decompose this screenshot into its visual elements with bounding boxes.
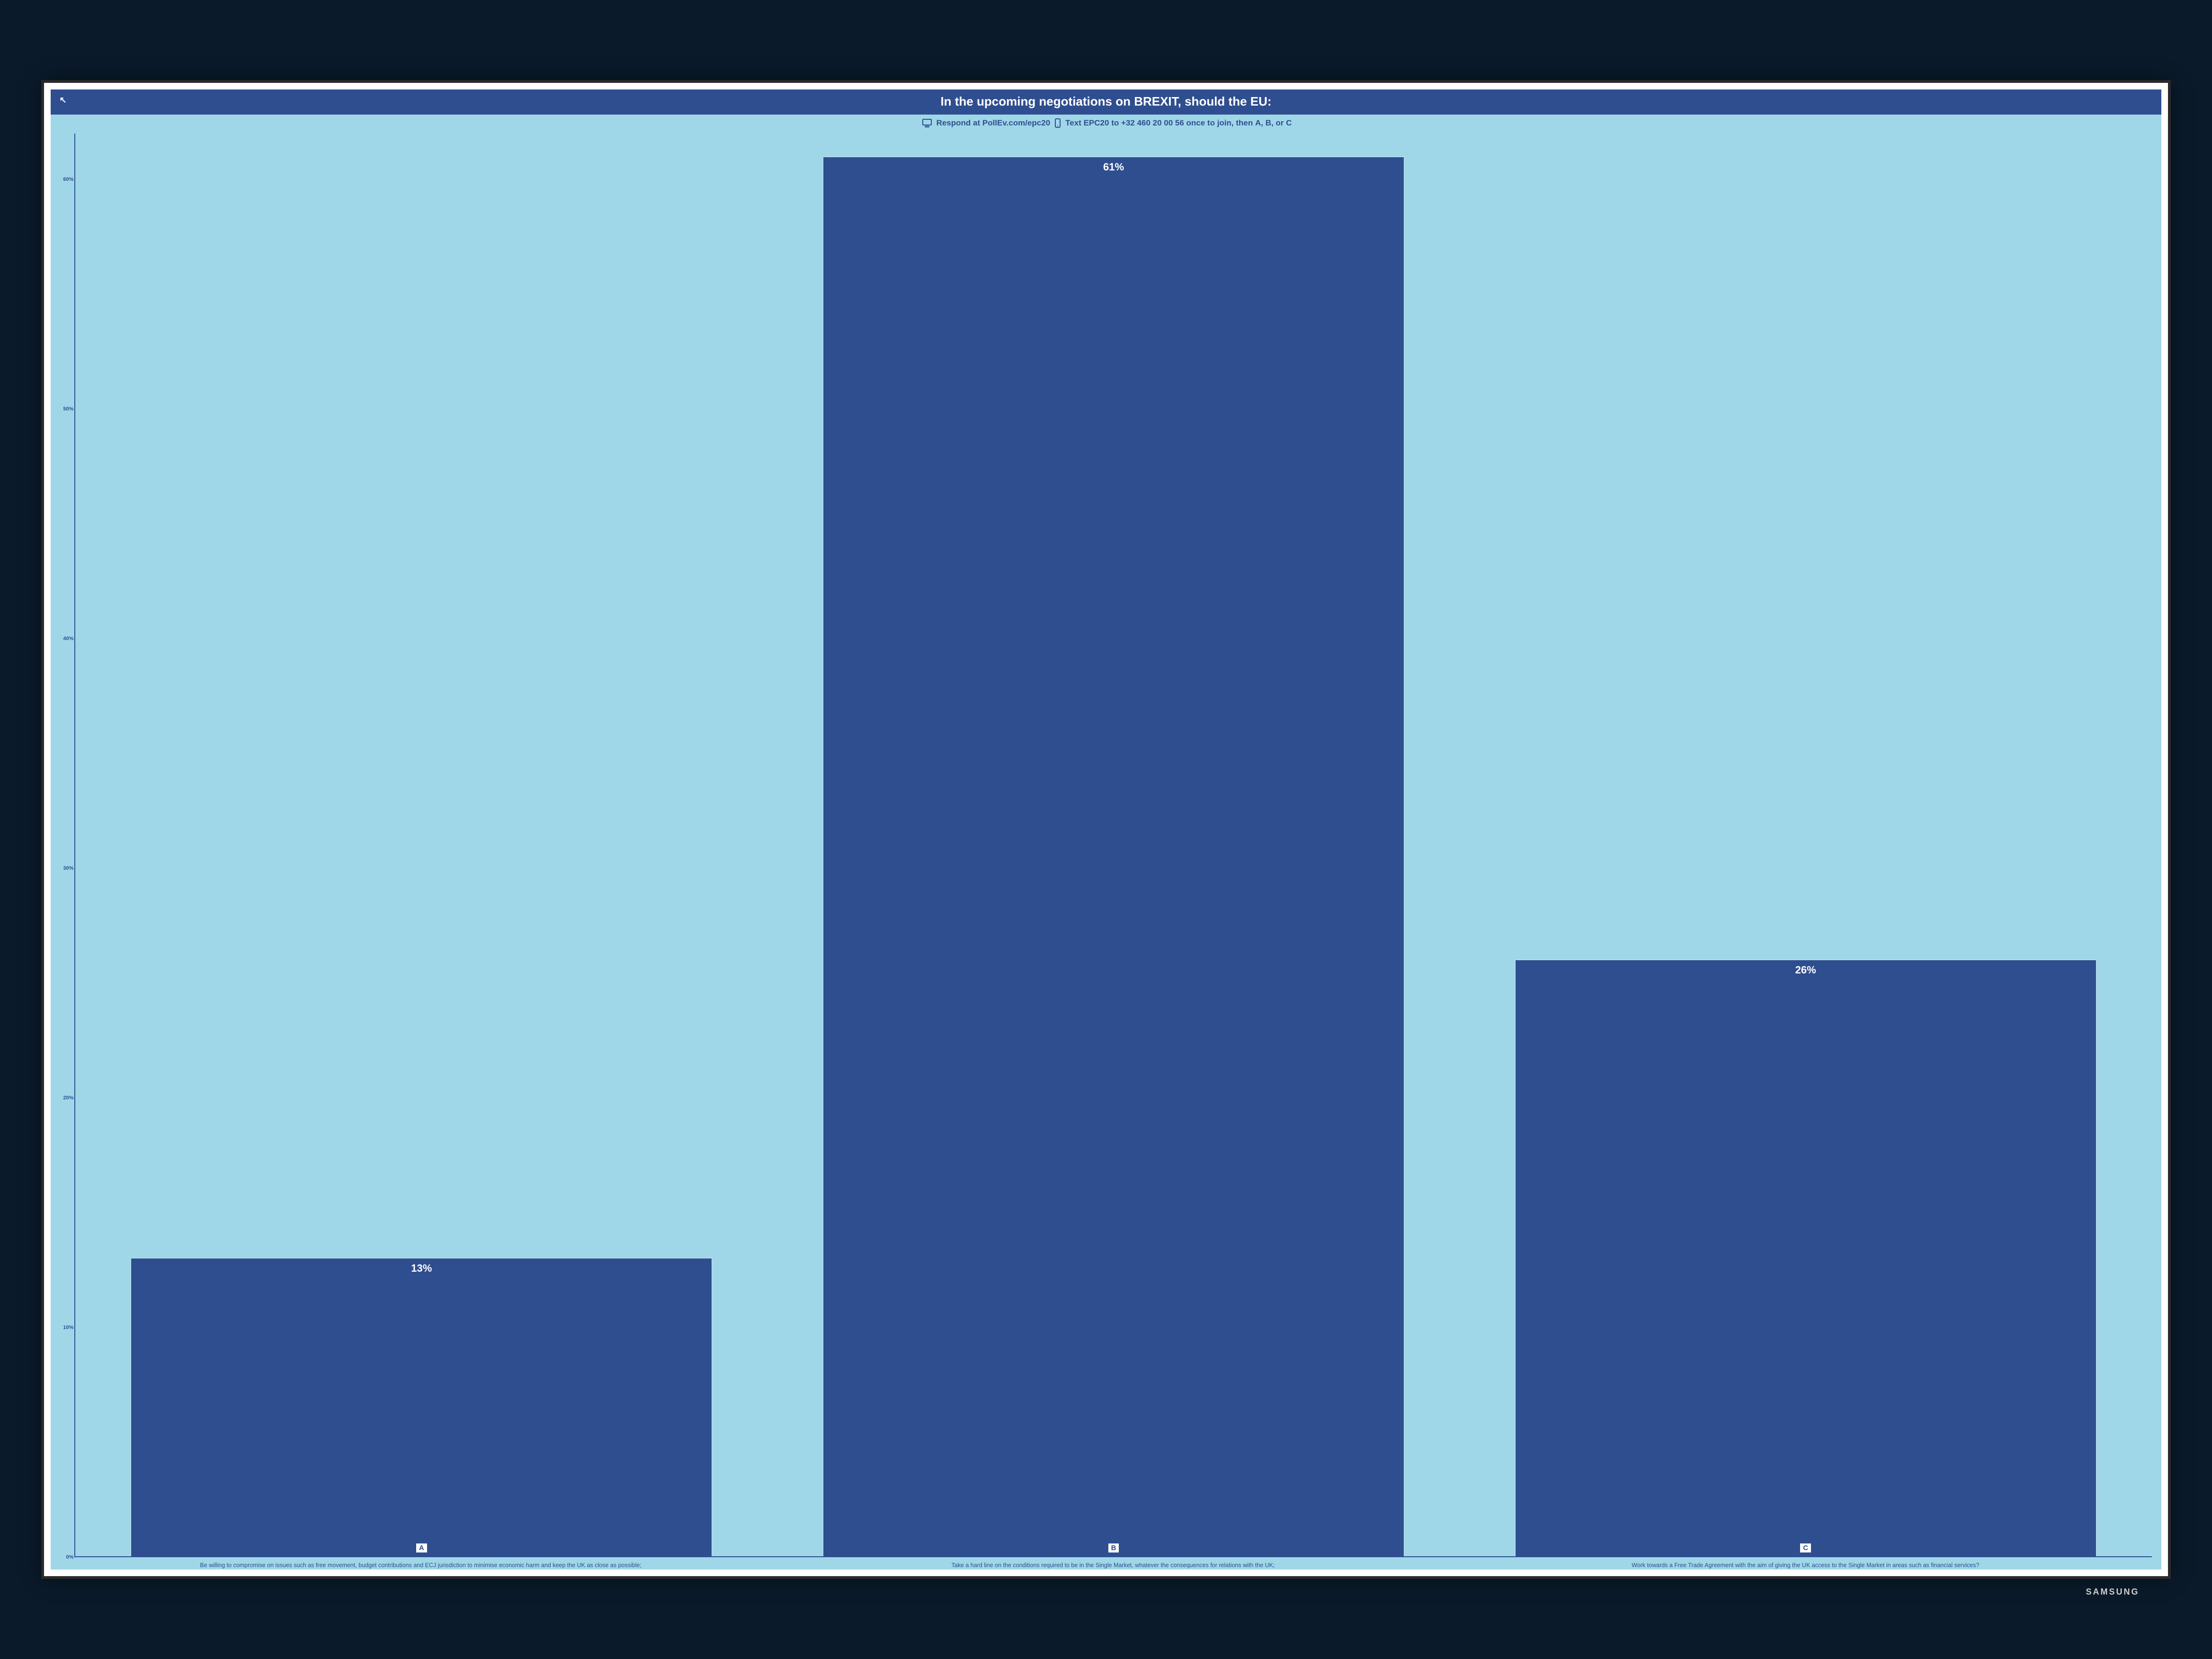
x-axis-label: Work towards a Free Trade Agreement with…: [1515, 1562, 2096, 1570]
poll-slide: ↖ In the upcoming negotiations on BREXIT…: [51, 89, 2161, 1570]
chart-bar: 13% A: [131, 1258, 712, 1556]
monitor-icon: [922, 119, 932, 127]
text-suffix-bold: A, B, or C: [1255, 118, 1292, 127]
respond-prefix: Respond at: [937, 118, 982, 127]
respond-url: PollEv.com/epc20: [982, 118, 1050, 127]
respond-text: Respond at PollEv.com/epc20: [937, 118, 1051, 128]
y-tick: 0%: [66, 1554, 74, 1560]
bar-letter-badge: B: [1108, 1543, 1119, 1552]
text-mid: to: [1109, 118, 1121, 127]
y-tick: 40%: [63, 636, 73, 642]
chart-bars: 13% A 61% B 26% C: [75, 134, 2151, 1556]
chart-plot: 13% A 61% B 26% C: [74, 134, 2151, 1557]
bar-value-label: 61%: [1103, 161, 1124, 173]
tv-brand-label: SAMSUNG: [2086, 1587, 2140, 1597]
x-axis-label: Take a hard line on the conditions requi…: [822, 1562, 1404, 1570]
poll-instructions: Respond at PollEv.com/epc20 Text EPC20 t…: [51, 115, 2161, 131]
slide-title-bar: ↖ In the upcoming negotiations on BREXIT…: [51, 89, 2161, 115]
y-tick: 60%: [63, 177, 73, 182]
y-tick: 50%: [63, 406, 73, 412]
bar-value-label: 13%: [411, 1262, 432, 1275]
bar-value-label: 26%: [1795, 964, 1816, 976]
y-tick: 10%: [63, 1325, 73, 1330]
text-number: +32 460 20 00 56: [1121, 118, 1184, 127]
cursor-icon: ↖: [59, 95, 66, 105]
bar-letter-badge: C: [1800, 1543, 1811, 1552]
slide-title: In the upcoming negotiations on BREXIT, …: [940, 94, 1271, 108]
sms-text: Text EPC20 to +32 460 20 00 56 once to j…: [1065, 118, 1292, 128]
y-tick: 30%: [63, 865, 73, 871]
text-code: EPC20: [1084, 118, 1109, 127]
chart-area: 0% 10% 20% 30% 40% 50% 60% 13% A 61% B 26% C: [51, 131, 2161, 1559]
tv-frame: ↖ In the upcoming negotiations on BREXIT…: [44, 83, 2167, 1576]
chart-bar: 61% B: [823, 157, 1404, 1557]
text-prefix: Text: [1065, 118, 1083, 127]
phone-icon: [1055, 118, 1061, 128]
y-axis: 0% 10% 20% 30% 40% 50% 60%: [55, 134, 74, 1557]
x-axis-labels: Be willing to compromise on issues such …: [51, 1559, 2161, 1570]
text-suffix-plain: once to join, then: [1184, 118, 1255, 127]
y-tick: 20%: [63, 1095, 73, 1101]
bar-letter-badge: A: [416, 1543, 427, 1552]
chart-bar: 26% C: [1515, 960, 2096, 1556]
x-axis-label: Be willing to compromise on issues such …: [130, 1562, 711, 1570]
